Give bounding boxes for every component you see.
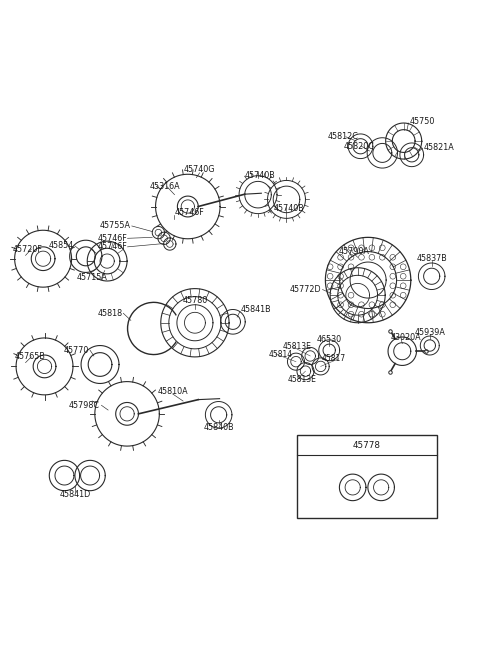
Text: 45813E: 45813E	[287, 375, 316, 384]
Text: 45841D: 45841D	[59, 490, 91, 499]
Text: 45814: 45814	[268, 350, 292, 358]
Text: 45837B: 45837B	[416, 254, 447, 263]
Text: 45854: 45854	[48, 242, 74, 250]
Text: 45798C: 45798C	[69, 401, 100, 410]
Bar	[297, 435, 437, 518]
Text: 43020A: 43020A	[391, 333, 421, 343]
Text: 45740B: 45740B	[245, 171, 276, 180]
Text: 45746F: 45746F	[175, 208, 204, 217]
Text: 45812C: 45812C	[328, 132, 359, 141]
Text: 45818: 45818	[97, 309, 122, 318]
Text: 45810A: 45810A	[157, 386, 188, 396]
Text: 45821A: 45821A	[424, 143, 455, 152]
Text: 45817: 45817	[322, 354, 346, 364]
Text: 45316A: 45316A	[150, 182, 180, 191]
Text: 45746F: 45746F	[97, 234, 127, 243]
Text: 45939A: 45939A	[414, 328, 445, 337]
Text: 45820C: 45820C	[343, 141, 374, 151]
Text: 45720F: 45720F	[12, 245, 42, 253]
Text: 45813E: 45813E	[283, 342, 312, 351]
Text: 45770: 45770	[64, 346, 89, 355]
Text: 45772D: 45772D	[290, 285, 322, 294]
Text: 45790A: 45790A	[339, 247, 370, 256]
Text: 45755A: 45755A	[100, 221, 131, 231]
Text: 45740B: 45740B	[274, 204, 304, 214]
Text: 45740G: 45740G	[184, 166, 216, 174]
Text: 45746F: 45746F	[97, 242, 127, 252]
Text: 45750: 45750	[410, 117, 435, 126]
Text: 46530: 46530	[317, 335, 342, 344]
Text: 45765B: 45765B	[14, 352, 46, 362]
Text: 45778: 45778	[353, 441, 381, 450]
Text: 45841B: 45841B	[241, 305, 272, 314]
Text: 45715A: 45715A	[76, 273, 108, 282]
Text: 45780: 45780	[182, 297, 207, 305]
Text: 45840B: 45840B	[204, 422, 234, 432]
